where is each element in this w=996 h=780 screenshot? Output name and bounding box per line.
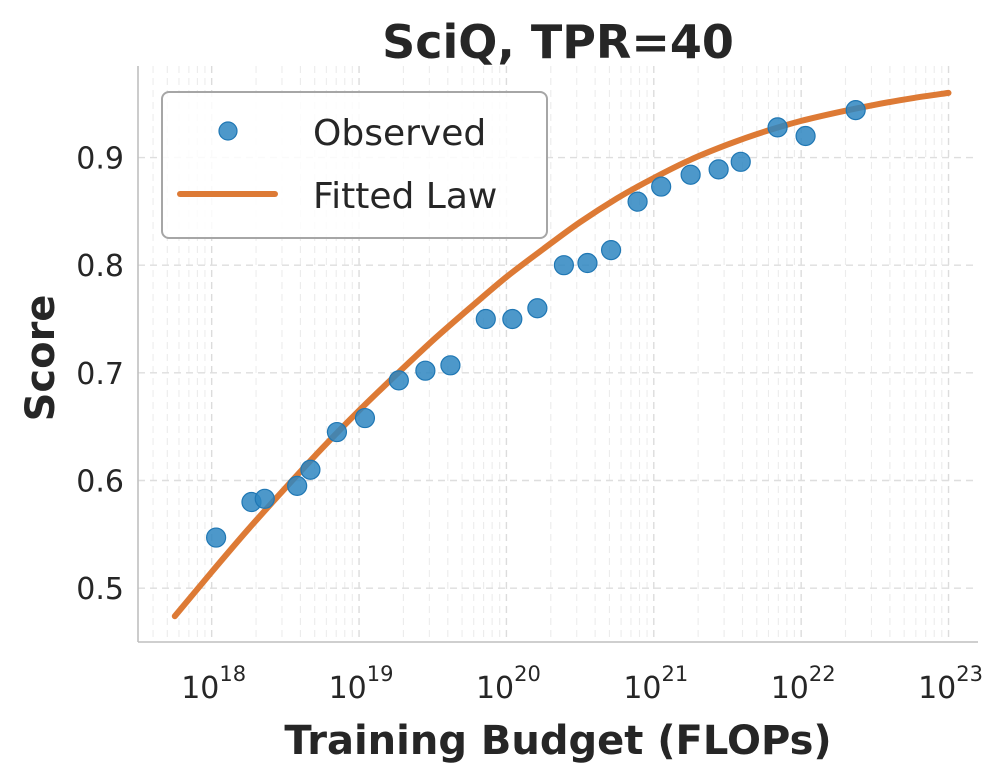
- x-tick-labels: 1018 1019 1020 1021 1022 1023: [181, 662, 983, 706]
- x-tick-label: 1023: [918, 662, 983, 706]
- observed-point: [254, 488, 275, 509]
- observed-point: [577, 252, 598, 274]
- observed-point: [440, 355, 461, 376]
- y-tick-labels: 0.5 0.6 0.7 0.8 0.9: [76, 142, 124, 608]
- y-tick-label: 0.6: [76, 465, 124, 500]
- observed-point: [206, 527, 227, 548]
- x-tick-label: 1021: [623, 662, 688, 706]
- observed-point: [300, 459, 321, 480]
- observed-point: [730, 151, 751, 172]
- y-axis-label: Score: [18, 295, 64, 422]
- legend-fitted-label: Fitted Law: [313, 176, 497, 217]
- chart-title: SciQ, TPR=40: [382, 15, 734, 69]
- y-tick-label: 0.9: [76, 142, 124, 177]
- observed-point: [287, 475, 308, 496]
- legend-observed-marker: [218, 121, 238, 141]
- y-tick-label: 0.8: [76, 249, 124, 284]
- observed-point: [527, 298, 548, 319]
- legend-box: [161, 91, 548, 239]
- x-tick-label: 1018: [181, 662, 246, 706]
- y-tick-label: 0.5: [76, 572, 124, 607]
- observed-point: [627, 191, 648, 212]
- legend: Observed Fitted Law: [161, 91, 548, 239]
- x-tick-label: 1022: [771, 662, 836, 706]
- axes: [137, 66, 978, 643]
- observed-point: [845, 100, 866, 121]
- observed-point: [475, 308, 496, 330]
- observed-point: [708, 159, 729, 180]
- observed-point: [600, 240, 622, 261]
- observed-point: [326, 421, 348, 443]
- observed-point: [415, 360, 436, 381]
- observed-point: [651, 176, 672, 197]
- observed-series: [206, 100, 866, 548]
- legend-observed-label: Observed: [313, 113, 486, 154]
- observed-point: [354, 407, 376, 429]
- observed-point: [767, 117, 788, 138]
- observed-point: [680, 164, 701, 185]
- observed-point: [795, 125, 816, 147]
- x-tick-label: 1019: [329, 662, 394, 706]
- observed-point: [553, 255, 574, 276]
- x-axis-label: Training Budget (FLOPs): [284, 718, 831, 764]
- x-tick-label: 1020: [476, 662, 541, 706]
- y-tick-label: 0.7: [76, 357, 124, 392]
- observed-point: [388, 370, 409, 391]
- observed-point: [502, 308, 523, 330]
